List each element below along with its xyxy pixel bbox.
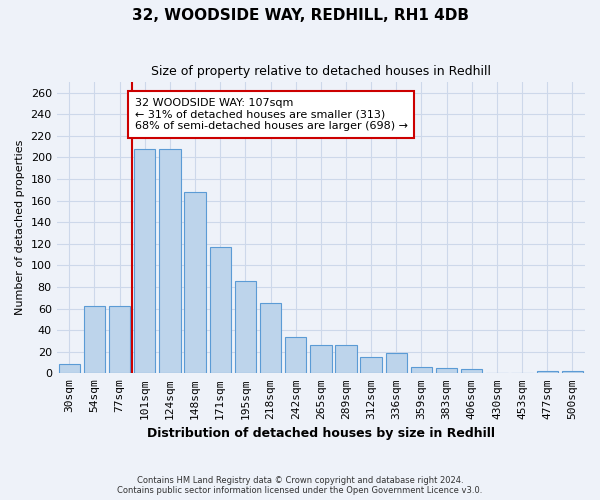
Bar [386,353,407,374]
Text: Contains HM Land Registry data © Crown copyright and database right 2024.
Contai: Contains HM Land Registry data © Crown c… [118,476,482,495]
Bar [411,367,432,374]
Bar [310,345,332,374]
Bar [134,149,155,374]
X-axis label: Distribution of detached houses by size in Redhill: Distribution of detached houses by size … [147,427,495,440]
Bar [84,306,105,374]
Bar [536,371,558,374]
Bar [59,364,80,374]
Bar [209,247,231,374]
Y-axis label: Number of detached properties: Number of detached properties [15,140,25,316]
Title: Size of property relative to detached houses in Redhill: Size of property relative to detached ho… [151,65,491,78]
Bar [260,303,281,374]
Bar [436,368,457,374]
Bar [159,149,181,374]
Bar [184,192,206,374]
Bar [562,371,583,374]
Bar [235,280,256,374]
Bar [361,357,382,374]
Text: 32 WOODSIDE WAY: 107sqm
← 31% of detached houses are smaller (313)
68% of semi-d: 32 WOODSIDE WAY: 107sqm ← 31% of detache… [134,98,407,132]
Bar [335,345,356,374]
Bar [109,306,130,374]
Bar [285,336,307,374]
Text: 32, WOODSIDE WAY, REDHILL, RH1 4DB: 32, WOODSIDE WAY, REDHILL, RH1 4DB [131,8,469,22]
Bar [461,369,482,374]
